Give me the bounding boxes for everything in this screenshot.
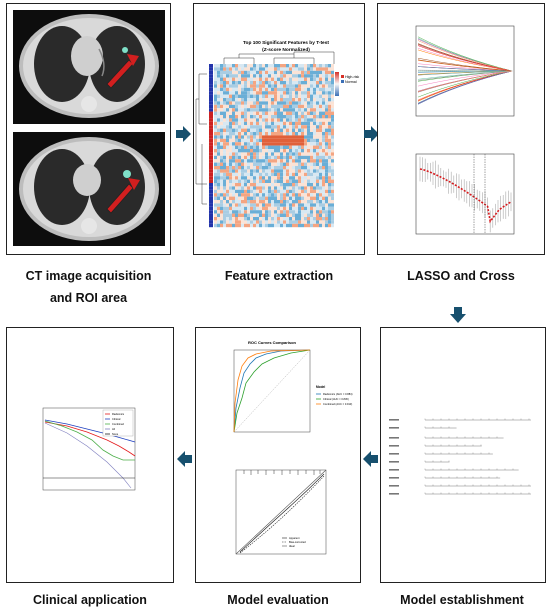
heatmap-dendrogram-top <box>223 51 335 64</box>
caption-evaluation: Model evaluation <box>195 589 361 611</box>
heatmap-figure: Top 100 Significant Features by T-test (… <box>195 40 359 228</box>
feature-panel: Top 100 Significant Features by T-test (… <box>193 3 365 255</box>
lasso-cv-curve <box>419 168 512 224</box>
clinical-panel: Radiomics Clinical Combined All None <box>6 327 174 583</box>
caption-evaluation-text: Model evaluation <box>227 593 329 607</box>
dca-legend-all: All <box>112 427 115 431</box>
ct-images <box>13 10 165 246</box>
arrow-right-2 <box>364 126 379 142</box>
calibration-ideal <box>235 469 327 555</box>
calib-legend-ideal: Ideal <box>289 544 295 548</box>
arrow-down <box>450 307 466 323</box>
dca-legend-none: None <box>112 432 119 436</box>
evaluation-panel: ROC Curves Comparison Model Radiomics (A… <box>195 327 361 583</box>
heatmap-title: Top 100 Significant Features by T-test <box>243 40 329 46</box>
ct-scan-2 <box>13 132 165 246</box>
lasso-cv-errorbars <box>419 156 512 233</box>
heatmap-dendrogram-left <box>195 73 207 205</box>
dca-frame <box>42 407 136 491</box>
dca-legend: Radiomics Clinical Combined All None <box>102 409 134 437</box>
legend-high-risk: High-risk <box>345 75 359 79</box>
dca-legend-radiomics: Radiomics <box>112 412 125 416</box>
lasso-cv-frame <box>415 153 515 235</box>
legend-normal: Normal <box>345 80 357 84</box>
roc-title: ROC Curves Comparison <box>248 340 297 345</box>
caption-clinical-text: Clinical application <box>33 593 147 607</box>
dca-curve-radiomics <box>44 421 136 457</box>
calibration-frame <box>235 469 327 555</box>
roc-curve-clinical <box>233 349 311 433</box>
calib-legend-bias: Bias-corrected <box>289 540 306 544</box>
caption-ct-line2: and ROI area <box>49 291 128 305</box>
roc-legend-combined: Combined (AUC = 0.913) <box>323 402 352 406</box>
evaluation-figure: ROC Curves Comparison Model Radiomics (A… <box>233 340 353 555</box>
roc-legend-radiomics: Radiomics (AUC = 0.884) <box>323 392 353 396</box>
calib-legend-apparent: Apparent <box>289 536 300 540</box>
caption-lasso: LASSO and Cross <box>377 265 545 287</box>
roc-frame <box>233 349 311 433</box>
caption-establish: Model establishment <box>376 589 548 611</box>
dca-curve-clinical <box>44 419 136 443</box>
nomogram-figure <box>389 418 531 495</box>
lasso-figure <box>415 25 515 235</box>
calibration-rug <box>243 470 321 475</box>
caption-establish-text: Model establishment <box>400 593 524 607</box>
arrow-left-1 <box>363 451 378 467</box>
lasso-panel <box>377 3 545 255</box>
dca-figure: Radiomics Clinical Combined All None <box>42 407 136 491</box>
lasso-coef-paths <box>416 36 514 105</box>
caption-clinical: Clinical application <box>6 589 174 611</box>
caption-ct-line1: CT image acquisition <box>25 269 152 283</box>
dca-legend-combined: Combined <box>112 422 124 426</box>
roc-curve-radiomics <box>233 349 311 433</box>
caption-ct: CT image acquisition and ROI area <box>6 265 171 309</box>
roc-legend-title: Model <box>316 385 325 389</box>
roc-diagonal <box>233 349 311 433</box>
dca-curve-all <box>44 422 132 489</box>
calibration-bias-corrected <box>239 475 325 554</box>
heatmap-cells <box>209 64 334 228</box>
dca-legend-clinical: Clinical <box>112 417 121 421</box>
roc-legend-clinical: Clinical (AUC = 0.836) <box>323 397 349 401</box>
ct-scan-1 <box>13 10 165 124</box>
establish-panel <box>380 327 546 583</box>
dca-curve-combined <box>44 420 135 461</box>
arrow-right-1 <box>176 126 191 142</box>
heatmap-legend: High-risk Normal <box>335 72 359 96</box>
calibration-apparent <box>239 473 325 553</box>
roc-curve-combined <box>233 349 311 433</box>
caption-feature-text: Feature extraction <box>224 269 334 283</box>
ct-panel <box>6 3 171 255</box>
caption-feature: Feature extraction <box>193 265 365 287</box>
arrow-left-2 <box>177 451 192 467</box>
heatmap-subtitle: (Z-score Normalized) <box>262 47 310 53</box>
caption-lasso-text: LASSO and Cross <box>407 269 515 283</box>
